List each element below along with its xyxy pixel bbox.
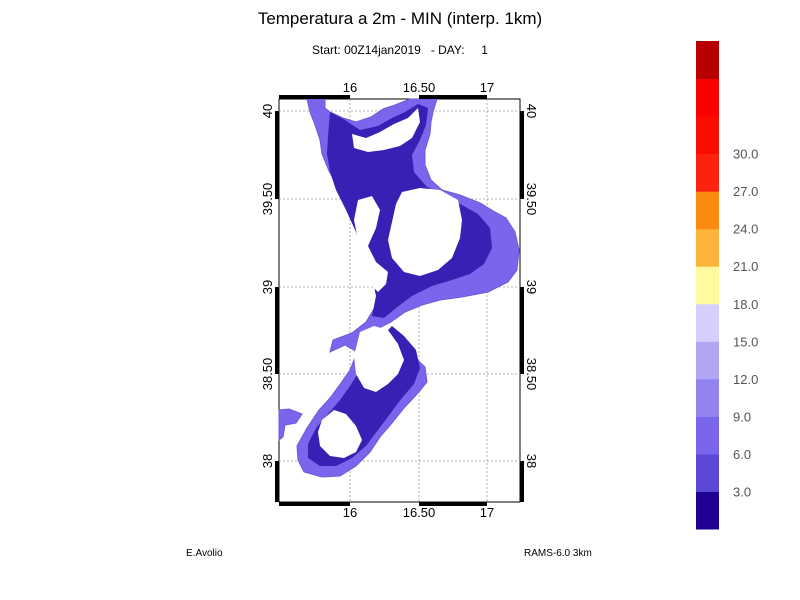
colorbar-swatch <box>696 491 719 530</box>
white-area-serre <box>354 326 404 392</box>
lat-tick-left-40: 40 <box>260 104 275 118</box>
frame-tick-bars <box>275 95 524 506</box>
lat-tick-left-39-50: 39.50 <box>260 183 275 216</box>
colorbar-swatch <box>696 416 719 455</box>
author-credit: E.Avolio <box>186 548 223 559</box>
model-label: RAMS-6.0 3km <box>524 548 592 559</box>
lon-tick-top-16-50: 16.50 <box>403 80 436 95</box>
lon-tick-bottom-16: 16 <box>343 505 357 520</box>
lat-tick-left-38-50: 38.50 <box>260 358 275 391</box>
colorbar-label: 18.0 <box>733 297 758 312</box>
day-label: - DAY: <box>430 43 465 57</box>
lon-tick-top-17: 17 <box>480 80 494 95</box>
colorbar-swatch <box>696 41 719 80</box>
colorbar-swatch <box>696 153 719 192</box>
temperature-field <box>278 98 520 478</box>
colorbar-swatch <box>696 453 719 492</box>
colorbar-swatch <box>696 341 719 380</box>
lat-tick-right-40: 40 <box>524 104 539 118</box>
lon-tick-bottom-17: 17 <box>480 505 494 520</box>
colorbar-label: 21.0 <box>733 259 758 274</box>
colorbar-label: 30.0 <box>733 147 758 162</box>
colorbar-label: 15.0 <box>733 334 758 349</box>
colorbar-label: 9.0 <box>733 409 751 424</box>
day-value: 1 <box>481 43 488 57</box>
white-area-pollino <box>352 108 420 152</box>
white-area-sila <box>388 188 462 276</box>
sicily-tip <box>278 408 303 441</box>
lon-tick-bottom-16-50: 16.50 <box>403 505 436 520</box>
lat-tick-right-39: 39 <box>524 280 539 294</box>
colorbar-label: 27.0 <box>733 184 758 199</box>
map-title: Temperatura a 2m - MIN (interp. 1km) <box>257 9 543 28</box>
start-value: 00Z14jan2019 <box>344 43 421 57</box>
start-label: Start: <box>312 43 341 57</box>
lat-tick-right-38-50: 38.50 <box>524 358 539 391</box>
colorbar-swatch <box>696 191 719 230</box>
lat-tick-left-38: 38 <box>260 454 275 468</box>
colorbar-label: 6.0 <box>733 447 751 462</box>
map-subtitle: Start: 00Z14jan2019 - DAY: 1 <box>0 43 800 57</box>
lat-tick-left-39: 39 <box>260 280 275 294</box>
colorbar-swatch <box>696 303 719 342</box>
colorbar-label: 3.0 <box>733 484 751 499</box>
colorbar: 3.0 6.0 9.0 12.0 15.0 18.0 21.0 24.0 27.0 30.0 <box>696 41 758 530</box>
colorbar-swatch <box>696 228 719 267</box>
white-area-catena <box>354 196 388 292</box>
lon-tick-top-16: 16 <box>343 80 357 95</box>
colorbar-label: 24.0 <box>733 222 758 237</box>
colorbar-swatch <box>696 378 719 417</box>
colorbar-swatch <box>696 78 719 117</box>
lat-tick-right-38: 38 <box>524 454 539 468</box>
colorbar-swatch <box>696 116 719 155</box>
colorbar-label: 12.0 <box>733 372 758 387</box>
white-area-aspromonte <box>318 410 362 458</box>
colorbar-swatch <box>696 266 719 305</box>
lat-tick-right-39-50: 39.50 <box>524 183 539 216</box>
